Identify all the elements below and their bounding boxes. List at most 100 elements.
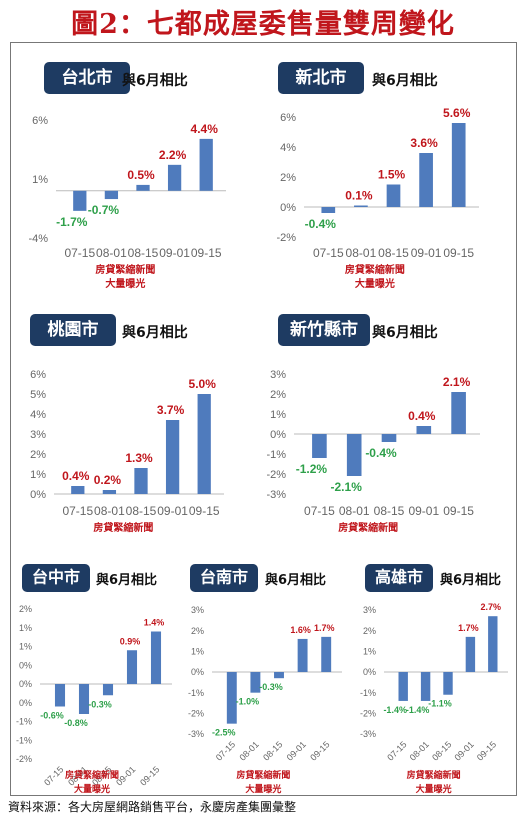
x-tick-label: 08-15 bbox=[374, 504, 405, 518]
city-badge bbox=[30, 314, 116, 346]
y-tick-label: 2% bbox=[30, 449, 46, 461]
data-label: 1.7% bbox=[458, 623, 479, 633]
bar bbox=[134, 468, 148, 494]
y-tick-label: 2% bbox=[191, 626, 204, 636]
data-label: -0.6% bbox=[40, 711, 64, 721]
data-label: 3.7% bbox=[157, 403, 185, 417]
data-label: -1.2% bbox=[296, 462, 328, 476]
bar bbox=[167, 164, 182, 191]
data-label: 0.4% bbox=[62, 469, 90, 483]
city-badge bbox=[190, 564, 258, 592]
y-tick-label: 4% bbox=[30, 409, 46, 421]
comparison-label: 與6月相比 bbox=[122, 324, 188, 341]
x-tick-label: 09-15 bbox=[191, 246, 222, 260]
bar bbox=[451, 392, 466, 434]
bar bbox=[381, 434, 397, 442]
y-tick-label: 2% bbox=[363, 626, 376, 636]
bar bbox=[250, 672, 261, 693]
news-annotation: 房貸緊縮新聞 bbox=[93, 521, 153, 534]
bar bbox=[346, 434, 362, 476]
y-tick-label: -1% bbox=[266, 449, 286, 461]
y-tick-label: 0% bbox=[363, 667, 376, 677]
y-tick-label: -2% bbox=[360, 708, 376, 718]
bar bbox=[443, 672, 453, 695]
x-tick-label: 08-15 bbox=[128, 246, 159, 260]
data-label: 1.6% bbox=[290, 625, 311, 635]
data-label: 0.9% bbox=[120, 636, 141, 646]
news-annotation: 房貸緊縮新聞 bbox=[65, 769, 119, 781]
data-label: -0.8% bbox=[64, 718, 88, 728]
y-tick-label: 1% bbox=[363, 646, 376, 656]
data-label: -0.7% bbox=[88, 203, 120, 217]
y-tick-label: 1% bbox=[32, 174, 48, 186]
data-label: 0.1% bbox=[345, 189, 373, 203]
x-tick-label: 09-15 bbox=[475, 739, 498, 762]
data-label: -0.4% bbox=[365, 446, 397, 460]
city-name: 新北市 bbox=[296, 67, 347, 88]
y-tick-label: -2% bbox=[266, 469, 286, 481]
bar bbox=[321, 636, 332, 672]
bar bbox=[419, 153, 433, 207]
x-tick-label: 07-15 bbox=[304, 504, 335, 518]
y-tick-label: -3% bbox=[188, 729, 204, 739]
bar bbox=[54, 684, 66, 707]
y-tick-label: -2% bbox=[188, 708, 204, 718]
x-tick-label: 09-01 bbox=[408, 504, 439, 518]
bar bbox=[354, 205, 368, 207]
y-tick-label: 2% bbox=[280, 172, 296, 184]
data-label: 3.6% bbox=[410, 136, 438, 150]
data-label: 1.4% bbox=[144, 618, 165, 628]
bar bbox=[102, 684, 114, 696]
data-label: 5.6% bbox=[443, 106, 471, 120]
x-tick-label: 08-15 bbox=[126, 504, 157, 518]
bar bbox=[102, 490, 117, 494]
x-tick-label: 09-01 bbox=[411, 246, 442, 260]
data-label: 1.3% bbox=[125, 451, 153, 465]
y-tick-label: 1% bbox=[191, 646, 204, 656]
city-badge bbox=[365, 564, 433, 592]
bar bbox=[274, 672, 284, 679]
y-tick-label: 2% bbox=[19, 604, 32, 614]
x-tick-label: 08-01 bbox=[408, 739, 431, 762]
x-tick-label: 09-01 bbox=[159, 246, 190, 260]
bar bbox=[73, 190, 87, 211]
x-tick-label: 09-01 bbox=[452, 739, 475, 762]
x-tick-label: 09-15 bbox=[443, 246, 474, 260]
y-tick-label: -4% bbox=[28, 233, 48, 245]
data-label: 2.2% bbox=[159, 148, 187, 162]
data-label: 4.4% bbox=[191, 122, 219, 136]
news-annotation: 房貸緊縮新聞 bbox=[407, 769, 461, 781]
bar bbox=[297, 638, 308, 672]
city-name: 台中市 bbox=[32, 568, 80, 587]
news-annotation: 房貸緊縮新聞 bbox=[345, 263, 405, 276]
comparison-label: 與6月相比 bbox=[440, 572, 501, 588]
bar bbox=[398, 672, 408, 701]
y-tick-label: -1% bbox=[16, 735, 32, 745]
bar bbox=[386, 184, 401, 207]
data-label: -0.4% bbox=[305, 217, 337, 231]
x-tick-label: 08-15 bbox=[378, 246, 409, 260]
comparison-label: 與6月相比 bbox=[372, 72, 438, 89]
x-tick-label: 09-15 bbox=[443, 504, 474, 518]
x-tick-label: 07-15 bbox=[64, 246, 95, 260]
data-label: -1.4% bbox=[383, 705, 407, 715]
y-tick-label: -2% bbox=[16, 754, 32, 764]
y-tick-label: 6% bbox=[32, 115, 48, 127]
x-tick-label: 08-01 bbox=[94, 504, 125, 518]
bar bbox=[488, 616, 498, 672]
y-tick-label: 0% bbox=[191, 667, 204, 677]
y-tick-label: -3% bbox=[360, 729, 376, 739]
y-tick-label: -3% bbox=[266, 489, 286, 501]
bar bbox=[104, 190, 119, 200]
data-label: -1.7% bbox=[56, 215, 88, 229]
bar bbox=[451, 123, 466, 207]
news-annotation: 大量曝光 bbox=[355, 277, 395, 290]
figure-frame bbox=[10, 42, 517, 796]
bar bbox=[465, 636, 476, 672]
